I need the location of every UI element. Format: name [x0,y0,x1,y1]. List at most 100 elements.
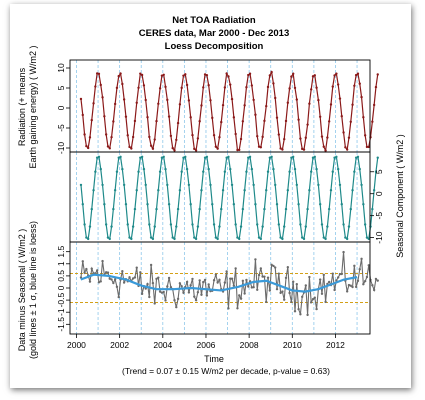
data-point [345,148,349,151]
trend-note: (Trend = 0.07 ± 0.15 W/m2 per decade, p-… [122,366,330,376]
data-point [360,257,363,261]
data-point [333,288,336,292]
x-tick-label: 2010 [283,340,302,350]
data-point [211,116,214,120]
data-point [223,281,227,284]
data-point [309,88,313,91]
data-point [248,155,252,159]
data-point [157,189,160,192]
data-point [135,266,138,269]
data-point [229,167,232,171]
data-point [245,278,248,282]
data-point [171,236,174,239]
data-point [207,84,210,87]
y-tick-label: -10 [56,142,66,155]
data-point [345,237,349,241]
data-point [320,135,324,138]
data-point [103,203,106,206]
data-point [356,155,360,159]
data-point [128,145,131,149]
data-point [309,170,313,173]
data-point [146,282,149,286]
data-point [354,156,358,159]
y-label-middle: Seasonal Component ( W/m2 ) [395,134,405,258]
data-point [180,285,183,288]
data-point [166,183,169,187]
data-point [133,276,137,279]
data-point [252,286,255,289]
data-point [288,291,291,295]
data-point [257,145,261,148]
data-point [284,207,288,211]
data-point [336,167,340,171]
data-point [189,203,192,206]
data-point [292,72,295,75]
data-point [225,270,228,273]
data-point [347,283,351,287]
data-point [149,144,153,147]
data-point [205,73,209,77]
data-point [216,237,219,241]
data-point [265,300,268,304]
data-point [243,189,246,192]
data-point [108,147,111,150]
data-point [248,72,252,75]
data-point [261,275,264,278]
data-point [85,267,88,271]
data-point [376,279,379,282]
data-point [83,223,86,226]
data-point [203,73,207,76]
data-point [133,207,137,211]
data-point [142,167,146,171]
data-point [371,284,374,287]
data-point [239,225,243,228]
data-point [342,250,345,254]
data-point [157,276,160,279]
title-line-3: Loess Decomposition [165,41,264,52]
data-point [259,237,263,241]
data-point [194,298,198,302]
y-tick-label: 0 [56,105,66,110]
data-point [160,74,164,77]
data-point [252,183,255,187]
data-point [227,307,230,310]
data-point [221,103,225,107]
data-point [297,118,300,121]
data-point [110,135,113,139]
data-point [216,281,219,284]
data-point [81,260,84,263]
data-point [229,277,232,280]
data-point [360,183,363,187]
data-point [362,282,365,286]
y-tick-label: 5 [56,85,66,90]
data-point [182,156,185,159]
data-point [374,85,378,89]
data-point [110,225,113,228]
data-point [158,290,162,293]
data-point [336,83,340,86]
data-point [335,155,338,159]
y-tick-label: 0 [374,191,384,196]
data-point [322,145,325,148]
data-point [113,189,117,192]
data-point [104,223,108,226]
data-point [173,237,176,241]
data-point [351,103,354,106]
data-point [295,283,298,286]
data-point [185,280,189,284]
data-point [88,280,92,283]
data-point [128,276,131,279]
data-point [279,236,282,239]
data-point [99,280,102,283]
data-point [158,170,162,173]
data-point [300,236,304,239]
x-tick-label: 2002 [110,340,129,350]
data-point [241,279,245,283]
data-point [358,268,361,271]
data-point [185,83,189,87]
data-point [371,120,374,123]
data-point [196,137,200,140]
data-point [83,271,86,274]
data-point [272,264,275,268]
data-point [196,291,200,294]
